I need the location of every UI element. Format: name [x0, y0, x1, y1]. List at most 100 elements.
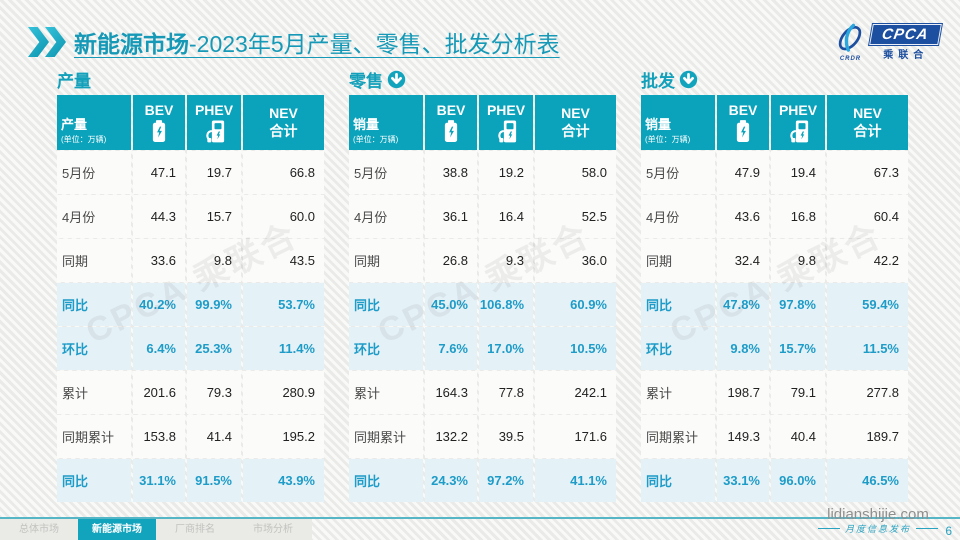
row-label: 同期累计: [641, 415, 715, 458]
nev-total-value: 46.5%: [827, 459, 908, 502]
bev-value: 164.3: [425, 371, 477, 414]
nav-tab-总体市场[interactable]: 总体市场: [19, 524, 59, 535]
site-url: lidianshijie.com: [827, 506, 929, 523]
nev-total-value: 41.1%: [535, 459, 616, 502]
table-corner-header: 销量 (单位：万辆): [641, 95, 715, 150]
row-label: 4月份: [57, 195, 131, 238]
phev-value: 16.8: [771, 195, 825, 238]
table-measure-label: 产量: [61, 117, 88, 132]
table-unit-label: (单位：万辆): [61, 135, 107, 144]
phev-value: 39.5: [479, 415, 533, 458]
phev-value: 97.8%: [771, 283, 825, 326]
row-label: 同期累计: [349, 415, 423, 458]
phev-value: 40.4: [771, 415, 825, 458]
data-table: 销量 (单位：万辆) BEV PHEV: [349, 95, 616, 502]
bev-value: 47.8%: [717, 283, 769, 326]
phev-column-header: PHEV: [479, 95, 533, 150]
nev-total-value: 60.9%: [535, 283, 616, 326]
bev-value: 26.8: [425, 239, 477, 282]
nev-total-value: 189.7: [827, 415, 908, 458]
nev-total-value: 195.2: [243, 415, 324, 458]
phev-value: 106.8%: [479, 283, 533, 326]
phev-value: 41.4: [187, 415, 241, 458]
bottom-nav: 总体市场 新能源市场 厂商排名 市场分析: [0, 519, 312, 540]
ev-charger-icon: [497, 120, 516, 143]
nav-tab-市场分析[interactable]: 市场分析: [253, 524, 293, 535]
bev-value: 36.1: [425, 195, 477, 238]
nev-total-value: 11.4%: [243, 327, 324, 370]
page-header: 新能源市场-2023年5月产量、零售、批发分析表 CRDR CPCA 乘联合: [28, 16, 942, 68]
nev-total-value: 59.4%: [827, 283, 908, 326]
phev-value: 17.0%: [479, 327, 533, 370]
row-label: 5月份: [641, 151, 715, 194]
down-arrow-icon: [387, 70, 406, 88]
bev-value: 6.4%: [133, 327, 185, 370]
phev-value: 15.7: [187, 195, 241, 238]
data-table: 产量 (单位：万辆) BEV PHEV: [57, 95, 324, 502]
bev-value: 31.1%: [133, 459, 185, 502]
row-label: 同比: [57, 283, 131, 326]
row-label: 5月份: [57, 151, 131, 194]
row-label: 同期: [641, 239, 715, 282]
row-label: 环比: [641, 327, 715, 370]
phev-value: 15.7%: [771, 327, 825, 370]
phev-value: 97.2%: [479, 459, 533, 502]
table-corner-header: 销量 (单位：万辆): [349, 95, 423, 150]
bev-value: 198.7: [717, 371, 769, 414]
phev-value: 19.2: [479, 151, 533, 194]
phev-value: 9.8: [771, 239, 825, 282]
bev-column-header: BEV: [717, 95, 769, 150]
row-label: 累计: [57, 371, 131, 414]
bev-value: 201.6: [133, 371, 185, 414]
page-title-main: 新能源市场: [74, 31, 189, 57]
tables-area: 产量 产量 (单位：万辆) BEV PHEV: [57, 66, 908, 502]
footer-divider: [0, 517, 960, 519]
bev-value: 33.6: [133, 239, 185, 282]
ev-charger-icon: [789, 120, 808, 143]
row-label: 同期累计: [57, 415, 131, 458]
phev-value: 79.3: [187, 371, 241, 414]
table-measure-label: 销量: [353, 117, 380, 132]
row-label: 累计: [349, 371, 423, 414]
bev-value: 132.2: [425, 415, 477, 458]
bev-value: 24.3%: [425, 459, 477, 502]
phev-value: 19.7: [187, 151, 241, 194]
phev-value: 9.8: [187, 239, 241, 282]
double-chevron-icon: [28, 27, 66, 57]
nav-tab-厂商排名[interactable]: 厂商排名: [175, 524, 215, 535]
phev-value: 79.1: [771, 371, 825, 414]
table-unit-label: (单位：万辆): [353, 135, 399, 144]
row-label: 5月份: [349, 151, 423, 194]
nev-total-value: 43.9%: [243, 459, 324, 502]
nev-total-value: 242.1: [535, 371, 616, 414]
nev-total-value: 67.3: [827, 151, 908, 194]
nev-total-value: 42.2: [827, 239, 908, 282]
bev-value: 47.9: [717, 151, 769, 194]
nev-total-value: 11.5%: [827, 327, 908, 370]
bev-value: 9.8%: [717, 327, 769, 370]
nev-total-column-header: NEV 合计: [535, 95, 616, 150]
section-header: 产量: [57, 66, 324, 92]
bev-value: 38.8: [425, 151, 477, 194]
row-label: 同比: [349, 283, 423, 326]
page-title-rest: -2023年5月产量、零售、批发分析表: [189, 31, 560, 57]
nev-total-value: 60.4: [827, 195, 908, 238]
cpca-logo-text: CPCA: [869, 23, 942, 45]
cpca-logo: CRDR CPCA 乘联合: [833, 22, 942, 62]
cpca-logo-mark-icon: CRDR: [833, 22, 867, 62]
nev-total-value: 277.8: [827, 371, 908, 414]
section-title: 批发: [641, 71, 675, 91]
page-number: 6: [945, 524, 952, 538]
bev-value: 44.3: [133, 195, 185, 238]
bev-value: 40.2%: [133, 283, 185, 326]
row-label: 同比: [57, 459, 131, 502]
down-arrow-icon: [679, 70, 698, 88]
nev-total-value: 280.9: [243, 371, 324, 414]
battery-icon: [152, 120, 166, 142]
battery-icon: [444, 120, 458, 142]
nav-tab-新能源市场[interactable]: 新能源市场: [78, 519, 156, 540]
bev-column-header: BEV: [425, 95, 477, 150]
phev-column-header: PHEV: [771, 95, 825, 150]
section-title: 零售: [349, 71, 383, 91]
ev-charger-icon: [205, 120, 224, 143]
